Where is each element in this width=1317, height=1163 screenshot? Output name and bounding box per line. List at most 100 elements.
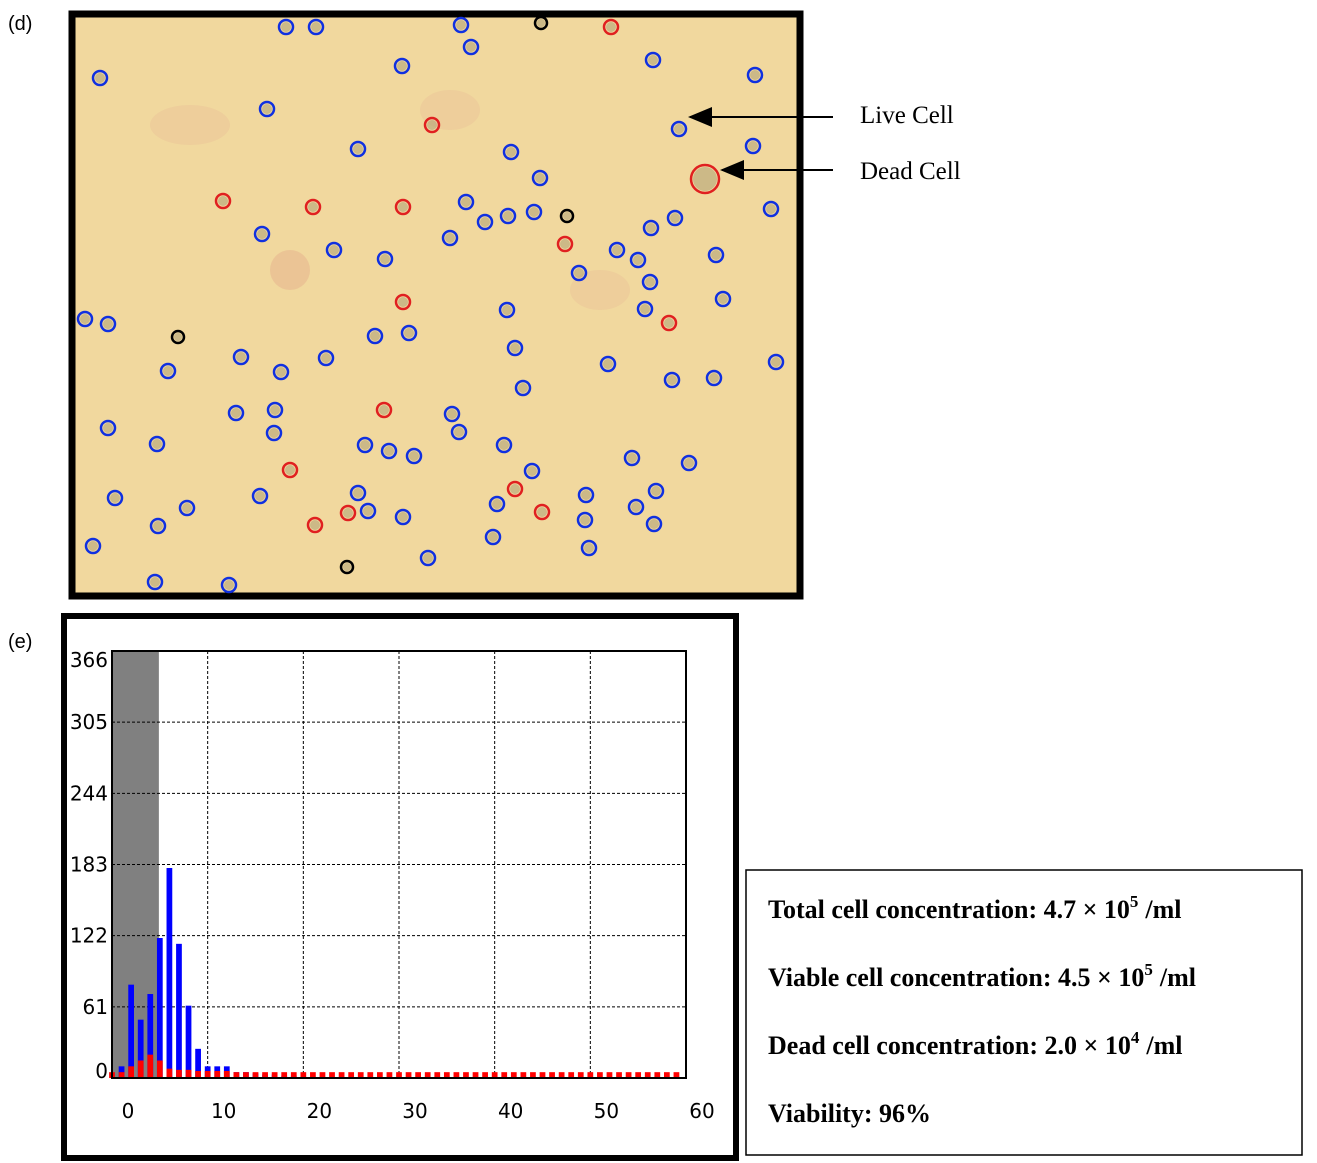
cell-marker (393, 57, 411, 75)
cell-marker (705, 369, 723, 387)
cell-body (466, 42, 476, 52)
cell-marker (689, 163, 721, 195)
cell-marker (488, 495, 506, 513)
cell-body (648, 55, 658, 65)
cell-marker (394, 508, 412, 526)
cell-body (711, 250, 721, 260)
cell-marker (642, 219, 660, 237)
bar (625, 1072, 632, 1078)
cell-marker (746, 66, 764, 84)
cell-marker (266, 401, 284, 419)
y-tick-label: 366 (70, 648, 108, 672)
bar (147, 1054, 154, 1078)
y-tick-label: 305 (70, 710, 108, 734)
results: Total cell concentration: 4.7 × 105/mlVi… (768, 892, 1196, 1128)
cell-marker (523, 462, 541, 480)
cell-marker (506, 480, 524, 498)
cell-marker (647, 482, 665, 500)
cell-body (651, 486, 661, 496)
bar (357, 1072, 364, 1078)
x-tick-label: 30 (402, 1099, 427, 1123)
cell-body (95, 73, 105, 83)
cell-body (182, 503, 192, 513)
cell-body (518, 383, 528, 393)
cell-marker (178, 499, 196, 517)
bar (386, 1072, 393, 1078)
bar (376, 1072, 383, 1078)
microscope-image (68, 10, 804, 600)
cell-marker (170, 329, 186, 345)
stain (270, 250, 310, 290)
cell-marker (146, 573, 164, 591)
cell-body (499, 440, 509, 450)
bar (223, 1071, 230, 1078)
cell-marker (317, 349, 335, 367)
cell-body (454, 427, 464, 437)
cell-body (110, 493, 120, 503)
cell-body (423, 553, 433, 563)
cell-body (633, 255, 643, 265)
cell-marker (608, 241, 626, 259)
bar (644, 1072, 651, 1078)
bar (156, 938, 163, 1078)
result-line: Dead cell concentration: 2.0 × 104/ml (768, 1028, 1182, 1060)
y-tick-label: 122 (70, 924, 108, 948)
cell-marker (149, 517, 167, 535)
cell-body (398, 297, 408, 307)
cell-marker (375, 401, 393, 419)
cell-body (510, 484, 520, 494)
cell-body (269, 428, 279, 438)
cell-marker (506, 339, 524, 357)
cell-marker (623, 449, 641, 467)
bar (290, 1072, 297, 1078)
bar (663, 1072, 670, 1078)
bar (587, 1072, 594, 1078)
stain (150, 105, 230, 145)
cell-body (480, 217, 490, 227)
cell-marker (476, 213, 494, 231)
cell-body (255, 491, 265, 501)
cell-body (103, 423, 113, 433)
cell-marker (533, 503, 551, 521)
cell-marker (663, 371, 681, 389)
bar (128, 984, 135, 1078)
x-tick-label: 0 (122, 1099, 135, 1123)
cell-marker (576, 511, 594, 529)
bar (310, 1072, 316, 1078)
cell-body (606, 22, 616, 32)
cell-body (580, 515, 590, 525)
cell-body (447, 409, 457, 419)
cell-body (353, 144, 363, 154)
cell-marker (419, 549, 437, 567)
cell-marker (265, 424, 283, 442)
cell-marker (91, 69, 109, 87)
cell-marker (307, 18, 325, 36)
x-tick-label: 60 (689, 1099, 714, 1123)
stain (570, 270, 630, 310)
bar (597, 1072, 603, 1078)
cell-body (748, 141, 758, 151)
bar (252, 1072, 259, 1078)
cell-body (409, 451, 419, 461)
bar (472, 1072, 479, 1078)
bar (271, 1072, 278, 1078)
cell-marker (232, 348, 250, 366)
bar (128, 1066, 135, 1078)
cell-body (718, 294, 728, 304)
cell-body (80, 314, 90, 324)
bar (176, 943, 182, 1078)
cell-body (257, 229, 267, 239)
annotation: Live Cell (860, 102, 954, 129)
cell-marker (159, 362, 177, 380)
bar (329, 1072, 335, 1078)
cell-marker (660, 314, 678, 332)
cell-body (163, 366, 173, 376)
bar (185, 1069, 192, 1078)
cell-body (574, 268, 584, 278)
cell-marker (258, 100, 276, 118)
cell-marker (272, 363, 290, 381)
cell-body (506, 147, 516, 157)
y-tick-label: 0 (95, 1059, 108, 1083)
cell-body (645, 277, 655, 287)
cell-body (231, 408, 241, 418)
